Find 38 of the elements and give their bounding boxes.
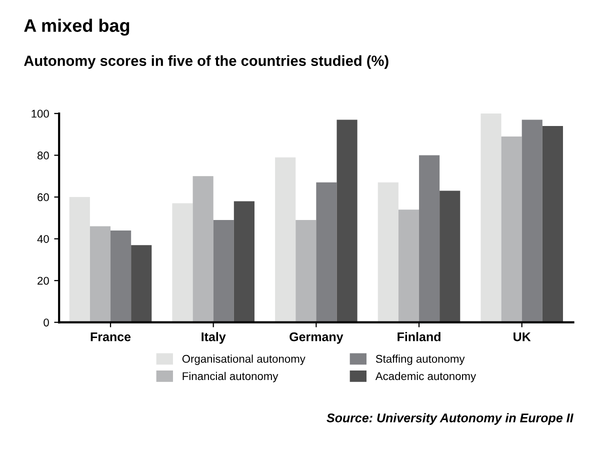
bar	[336, 120, 358, 322]
y-tick-label: 40	[37, 235, 49, 243]
x-tick-label: France	[90, 332, 131, 342]
bar	[172, 203, 193, 322]
bar	[110, 230, 132, 322]
bar	[501, 136, 522, 322]
source-note: Source: University Autonomy in Europe II	[326, 413, 574, 425]
y-tick-label: 100	[32, 110, 49, 118]
bar	[69, 197, 90, 322]
x-tick-label: Finland	[398, 332, 440, 342]
y-tick-label: 20	[38, 276, 49, 285]
legend-label: Academic autonomy	[375, 372, 476, 382]
bar	[90, 226, 111, 322]
x-tick-label: Italy	[202, 332, 226, 344]
bar	[398, 210, 420, 322]
y-tick-label: 80	[38, 152, 49, 160]
x-tick-label: UK	[514, 332, 531, 342]
legend-label: Financial autonomy	[182, 372, 278, 382]
chart-title: A mixed bag	[24, 18, 130, 36]
bar	[275, 157, 296, 322]
bar	[316, 182, 337, 322]
bar	[480, 114, 502, 322]
bar	[522, 120, 542, 322]
legend-label: Organisational autonomy	[182, 354, 306, 365]
y-tick-label: 0	[44, 318, 49, 326]
legend-label: Staffing autonomy	[376, 354, 465, 365]
chart-subtitle: Autonomy scores in five of the countries studied (%)	[24, 55, 388, 69]
bar	[234, 201, 254, 322]
x-tick-label: Germany	[290, 332, 344, 344]
bar	[131, 245, 152, 322]
bar	[440, 190, 460, 322]
y-tick-label: 60	[38, 193, 49, 202]
bar	[296, 220, 316, 322]
bar	[542, 126, 563, 322]
bar	[378, 182, 398, 322]
bar	[192, 176, 214, 322]
bar	[419, 155, 440, 322]
bar	[213, 220, 234, 322]
